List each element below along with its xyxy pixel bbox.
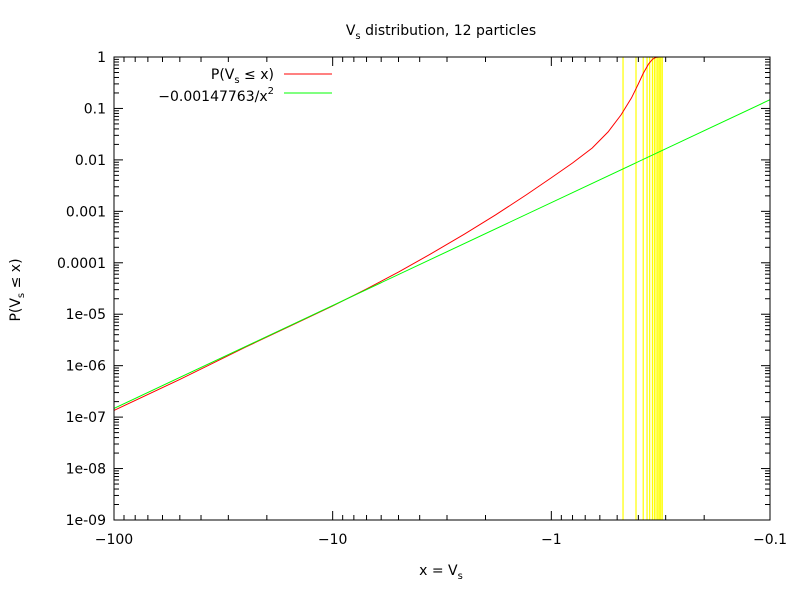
- y-tick-label: 1e-06: [66, 359, 106, 375]
- plot-frame: [113, 56, 771, 521]
- y-tick-label: 1e-09: [66, 513, 106, 529]
- x-tick-label: −1: [541, 532, 562, 548]
- y-tick-label: 0.1: [84, 101, 106, 117]
- y-tick-label: 1e-07: [66, 410, 106, 426]
- y-axis-ticks: 1 0.1 0.01 0.001 0.0001 1e-05 1e-06 1e-07 1e-08 1…: [57, 50, 770, 529]
- series-line-fit: [113, 99, 771, 409]
- y-axis-label: P(Vs ≤ x): [8, 258, 27, 321]
- y-tick-label: 0.0001: [57, 256, 106, 272]
- chart-title: Vs distribution, 12 particles: [346, 23, 536, 42]
- y-tick-label: 1e-08: [66, 462, 106, 478]
- x-tick-label: −100: [95, 532, 133, 548]
- x-axis-ticks: −100 −10 −1 −0.1: [95, 57, 787, 548]
- series-layer: [113, 56, 771, 411]
- x-tick-label: −0.1: [753, 532, 787, 548]
- y-tick-label: 0.001: [66, 204, 106, 220]
- y-tick-label: 1e-05: [66, 307, 106, 323]
- x-axis-label: x = Vs: [419, 563, 463, 582]
- legend: P(Vs ≤ x) −0.00147763/x2: [158, 67, 332, 105]
- legend-label-cdf: P(Vs ≤ x): [211, 67, 274, 86]
- particle-markers: [622, 57, 663, 520]
- y-tick-label: 1: [97, 50, 106, 66]
- x-tick-label: −10: [318, 532, 348, 548]
- y-tick-label: 0.01: [75, 153, 106, 169]
- legend-label-fit: −0.00147763/x2: [158, 86, 274, 105]
